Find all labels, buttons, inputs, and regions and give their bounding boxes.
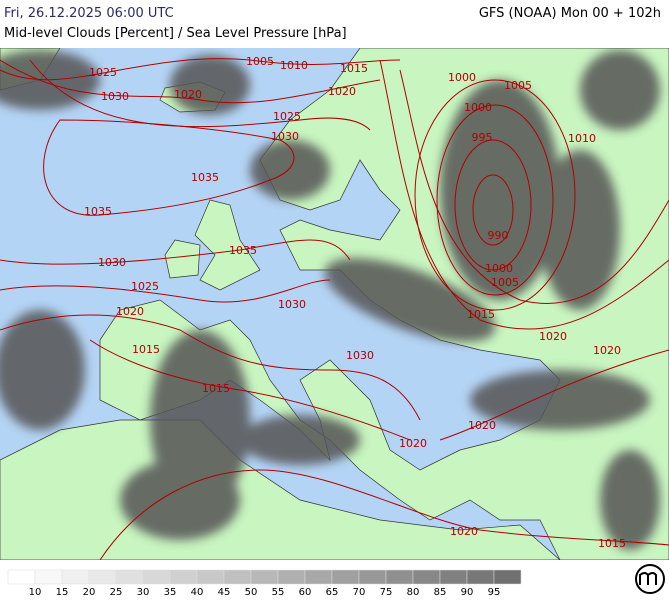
isobar-label: 1010 bbox=[568, 132, 596, 145]
legend-label: 30 bbox=[137, 587, 150, 598]
legend-label: 50 bbox=[245, 587, 258, 598]
legend-label: 40 bbox=[191, 587, 204, 598]
legend-label: 15 bbox=[56, 587, 69, 598]
datetime: Fri, 26.12.2025 06:00 UTC bbox=[4, 6, 174, 21]
isobar-label: 1030 bbox=[101, 90, 129, 103]
isobar-label: 1005 bbox=[491, 276, 519, 289]
clouds bbox=[0, 50, 660, 550]
legend-box bbox=[385, 569, 414, 585]
isobars bbox=[0, 58, 669, 560]
title: Mid-level Clouds [Percent] / Sea Level P… bbox=[4, 26, 347, 41]
legend-box bbox=[250, 569, 279, 585]
legend-label: 10 bbox=[29, 587, 42, 598]
legend-box bbox=[169, 569, 198, 585]
legend-label: 20 bbox=[83, 587, 96, 598]
isobar-label: 1020 bbox=[174, 88, 202, 101]
isobar-label: 1020 bbox=[399, 437, 427, 450]
isobar-label: 1010 bbox=[280, 59, 308, 72]
isobar-label: 1020 bbox=[450, 525, 478, 538]
legend-box bbox=[331, 569, 360, 585]
isobar-labels: 1025 1030 1020 1005 1010 1015 1020 1025 1030 1035… bbox=[84, 55, 626, 550]
isobar-label: 1000 bbox=[448, 71, 476, 84]
legend-box bbox=[493, 569, 522, 585]
isobar-label: 990 bbox=[488, 229, 509, 242]
model: GFS (NOAA) Mon 00 + 102h bbox=[478, 6, 661, 21]
isobar-label: 1025 bbox=[273, 110, 301, 123]
legend-boxes: 10 15 20 25 30 35 40 45 50 55 60 65 70 75 80 85 90 95 bbox=[7, 569, 522, 598]
legend-label: 70 bbox=[353, 587, 366, 598]
isobar-label: 1035 bbox=[84, 205, 112, 218]
legend: 10 15 20 25 30 35 40 45 50 55 60 65 70 75 80 85 90 95 bbox=[7, 564, 665, 598]
isobar-label: 1015 bbox=[340, 62, 368, 75]
isobar-label: 1030 bbox=[278, 298, 306, 311]
isobar-label: 1020 bbox=[468, 419, 496, 432]
legend-box bbox=[61, 569, 90, 585]
isobar-label: 1020 bbox=[539, 330, 567, 343]
legend-box bbox=[412, 569, 441, 585]
legend-box bbox=[34, 569, 63, 585]
legend-box bbox=[7, 569, 36, 585]
isobar-label: 1025 bbox=[131, 280, 159, 293]
isobar-label: 1015 bbox=[202, 382, 230, 395]
legend-box bbox=[304, 569, 333, 585]
legend-label: 35 bbox=[164, 587, 177, 598]
isobar-label: 1020 bbox=[328, 85, 356, 98]
isobar-label: 1030 bbox=[346, 349, 374, 362]
legend-box bbox=[142, 569, 171, 585]
legend-box bbox=[439, 569, 468, 585]
isobar-label: 1020 bbox=[593, 344, 621, 357]
isobar-label: 1035 bbox=[229, 244, 257, 257]
legend-box bbox=[88, 569, 117, 585]
legend-label: 95 bbox=[488, 587, 501, 598]
isobar-label: 1000 bbox=[464, 101, 492, 114]
legend-label: 90 bbox=[461, 587, 474, 598]
legend-box bbox=[466, 569, 495, 585]
legend-label: 80 bbox=[407, 587, 420, 598]
isobar-label: 1005 bbox=[504, 79, 532, 92]
isobar-label: 995 bbox=[472, 131, 493, 144]
legend-label: 65 bbox=[326, 587, 339, 598]
legend-box bbox=[196, 569, 225, 585]
legend-label: 45 bbox=[218, 587, 231, 598]
logo bbox=[635, 564, 665, 594]
isobar-label: 1030 bbox=[98, 256, 126, 269]
isobar-label: 1035 bbox=[191, 171, 219, 184]
map: 1025 1030 1020 1005 1010 1015 1020 1025 1030 1035… bbox=[0, 48, 669, 560]
legend-label: 85 bbox=[434, 587, 447, 598]
legend-box bbox=[358, 569, 387, 585]
isobar-label: 1030 bbox=[271, 130, 299, 143]
legend-label: 75 bbox=[380, 587, 393, 598]
isobar-label: 1015 bbox=[598, 537, 626, 550]
legend-box bbox=[223, 569, 252, 585]
legend-box bbox=[277, 569, 306, 585]
isobar-label: 1015 bbox=[132, 343, 160, 356]
legend-box bbox=[115, 569, 144, 585]
legend-label: 25 bbox=[110, 587, 123, 598]
isobar-label: 1020 bbox=[116, 305, 144, 318]
isobar-label: 1005 bbox=[246, 55, 274, 68]
isobar-label: 1025 bbox=[89, 66, 117, 79]
legend-label: 60 bbox=[299, 587, 312, 598]
legend-label: 55 bbox=[272, 587, 285, 598]
isobar-label: 1000 bbox=[485, 262, 513, 275]
isobar-label: 1015 bbox=[467, 308, 495, 321]
